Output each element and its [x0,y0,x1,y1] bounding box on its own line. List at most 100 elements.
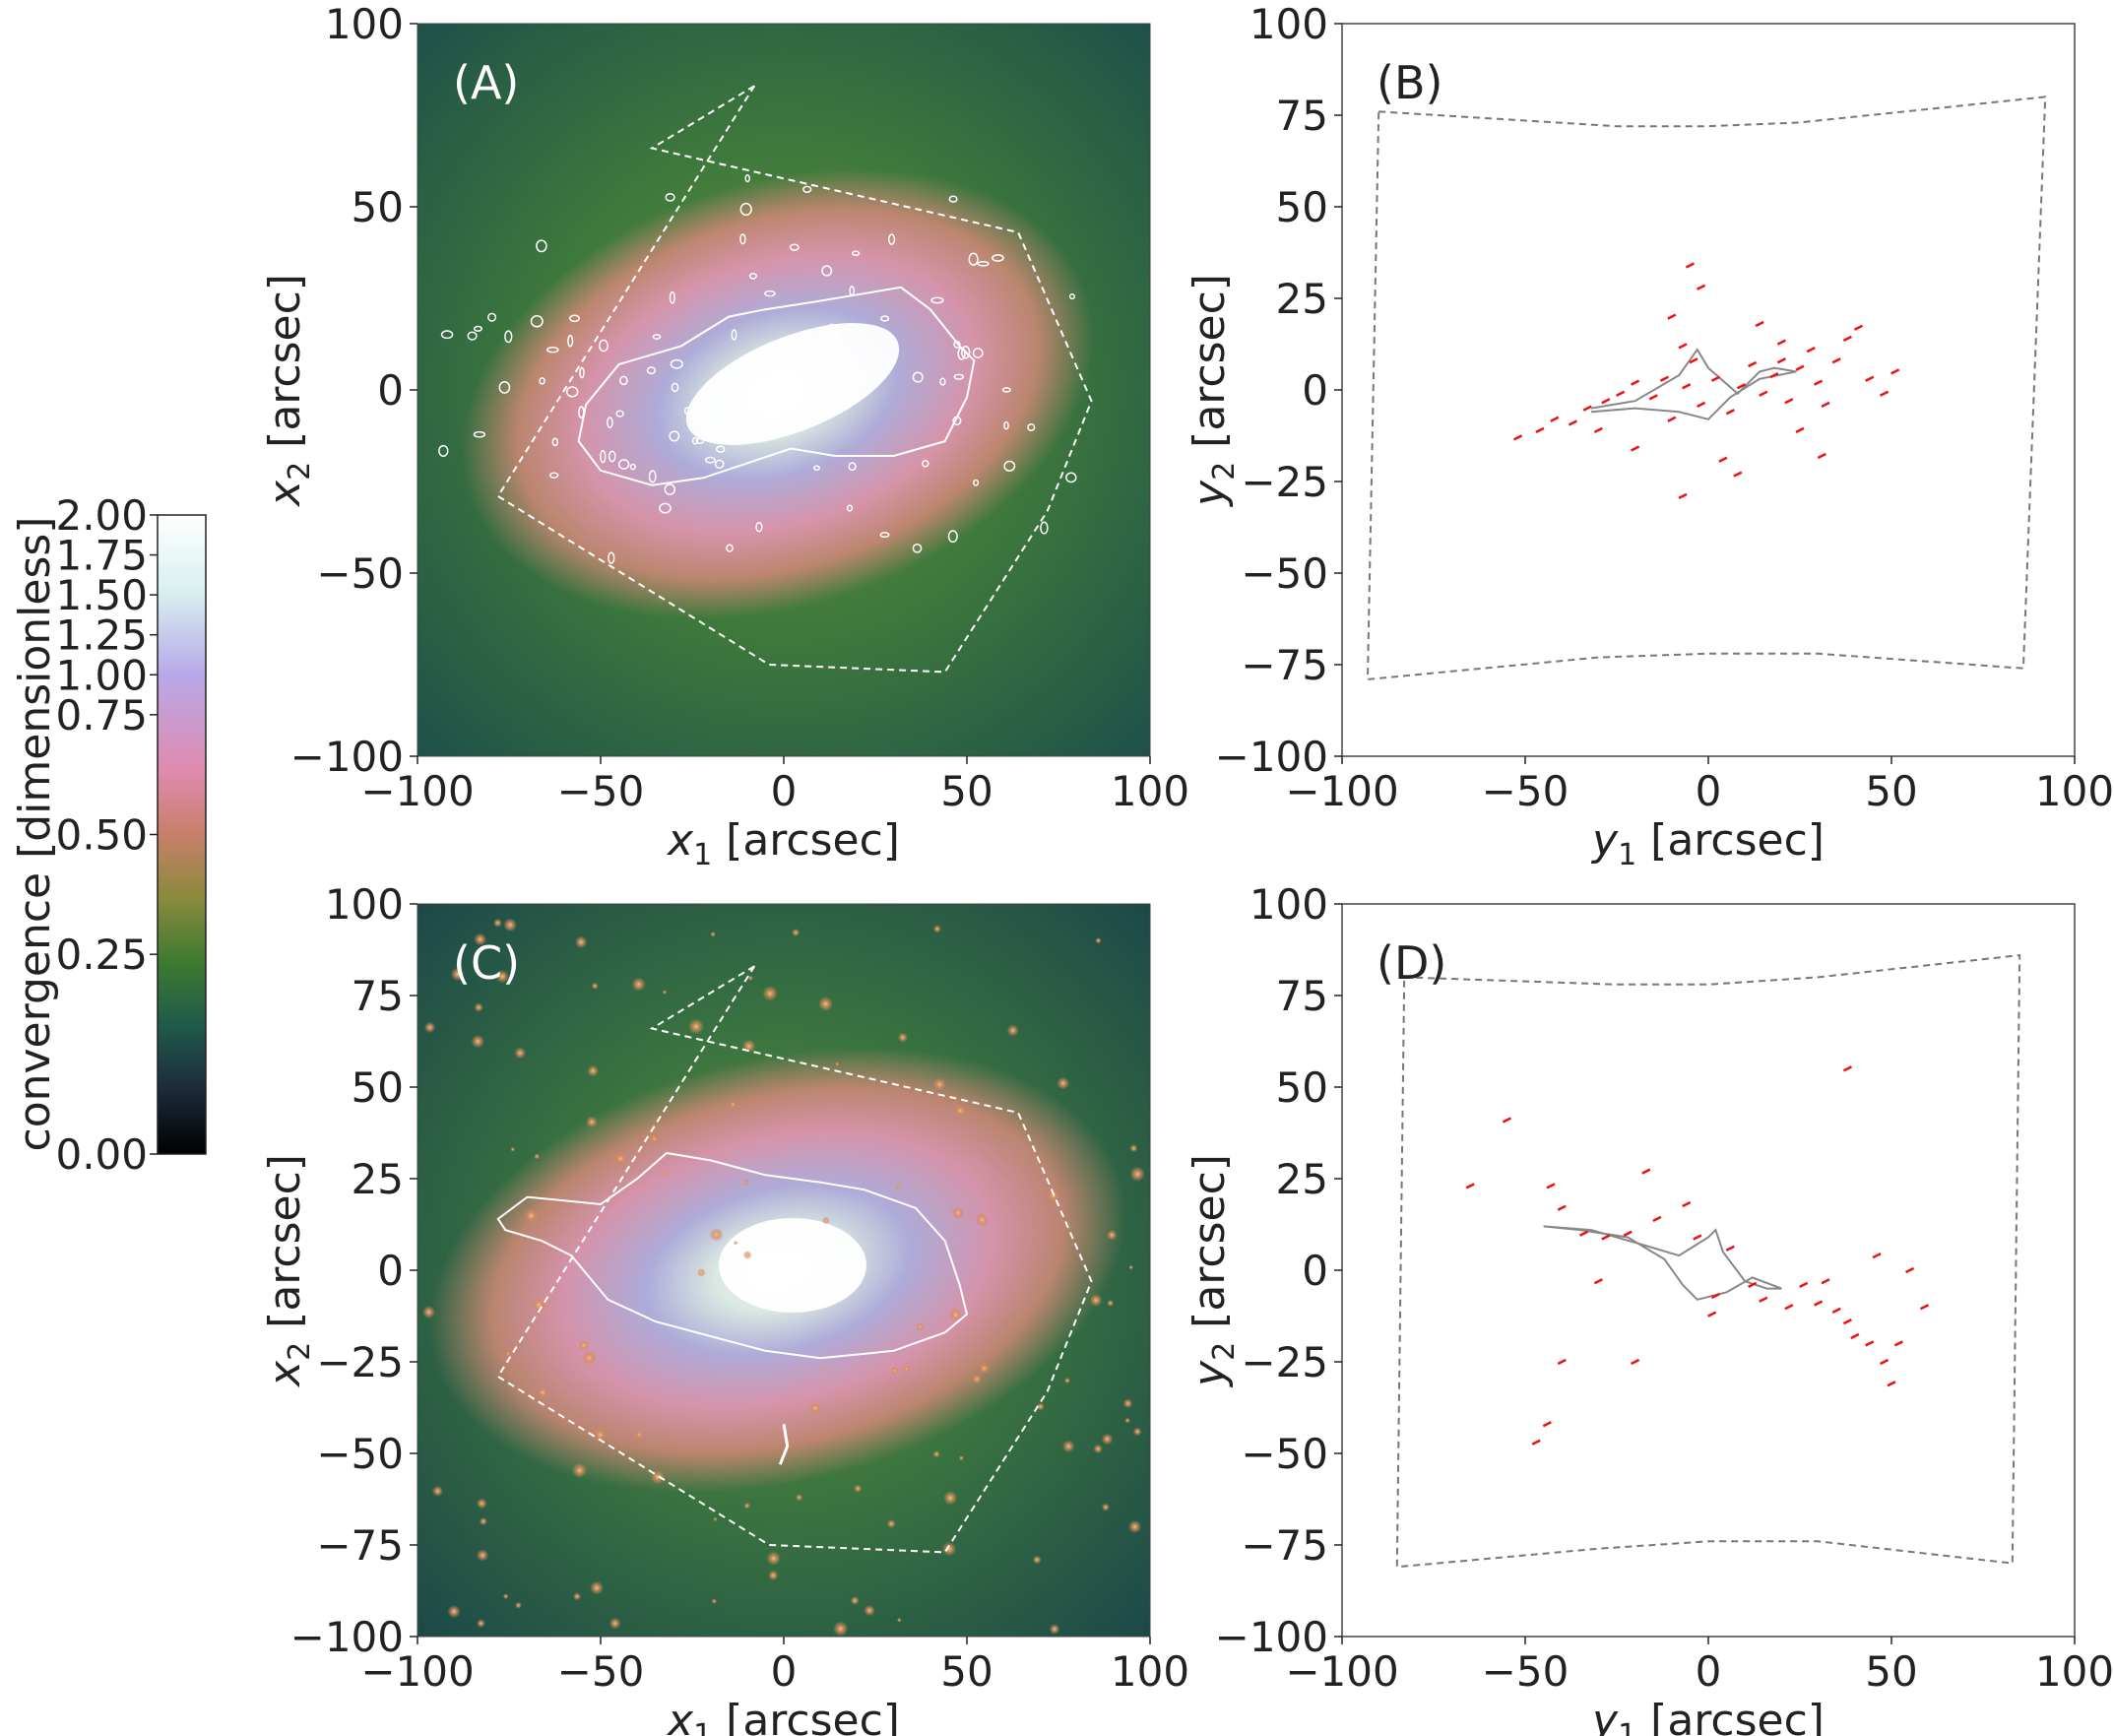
panel-a-subhalo-contour [473,430,486,438]
axes-ticks-and-labels: −100 −50 0 50 100 100 50 0 −50 −100 x1 [arcsec] x2 … [260,0,2114,1736]
panel-c-subhalo [1127,1519,1142,1534]
panel-c-subhalo [951,1206,965,1220]
panel-d-source-point [1641,1168,1651,1175]
panel-d-source-point [1652,1215,1662,1223]
panel-c-subhalo [515,1601,522,1609]
panel-c-subhalo [422,1306,435,1318]
panel-c-subhalo [915,1321,925,1331]
panel-a-xtick-label: −50 [557,767,645,815]
panel-c-subhalo [696,1268,706,1277]
panel-c-subhalo [1036,1402,1045,1411]
panel-c-subhalo [1006,1024,1019,1037]
colorbar-tick-label: 2.00 [55,491,148,540]
panel-b-source-point [1865,375,1875,382]
panel-d-sources [1465,1065,1930,1446]
panel-b-label: (B) [1377,56,1442,109]
panel-b-ytick-label: 25 [1276,275,1328,323]
panel-b-source-point [1601,398,1611,405]
panel-a-subhalo-contour [789,243,800,251]
panel-b-source-point [1593,426,1603,434]
panel-b-source-point [1890,368,1900,375]
panel-c-subhalo [1106,1230,1118,1241]
panel-a-subhalo-contour [922,460,929,468]
panel-c-xlabel: x1 [arcsec] [666,1696,900,1736]
panel-d-source-point [1842,1318,1852,1325]
panel-b-source-point [1795,426,1805,434]
panel-d-source-point [1784,1304,1794,1311]
panel-c-subhalo [523,1208,540,1224]
panel-d-source-plane: (D) [1341,903,2076,1638]
panel-c-subhalo [897,1032,909,1043]
panel-a-xtick-label: −100 [360,767,474,815]
panel-b-source-point [1535,426,1545,434]
panel-d-label: (D) [1377,936,1446,990]
panel-a-subhalo-contour [579,366,585,379]
panel-a-subhalo-contour [669,290,675,304]
panel-c-label: (C) [453,936,520,990]
panel-d-source-point [1893,1340,1903,1347]
panel-a-subhalo-contour [646,366,657,375]
panel-a-xtick-label: 100 [1111,767,1189,815]
panel-b-source-point [1550,416,1560,422]
panel-c-subhalo [590,1580,605,1595]
panel-a-subhalo-contour [695,437,705,444]
panel-d-ytick-label: 0 [1302,1247,1328,1295]
panel-d-source-point [1502,1117,1511,1124]
panel-c-ytick-label: 25 [352,1155,404,1203]
panel-b-ytick-label: 75 [1276,92,1328,140]
panel-d-source-point [1814,1300,1824,1307]
panel-c-subhalo [573,1592,582,1601]
panel-a-critical-curve [577,286,976,486]
panel-b-source-point [1842,335,1852,343]
panel-a-subhalo-contour [608,450,616,463]
panel-c-subhalo [743,1502,751,1510]
panel-c-subhalo [502,1593,509,1600]
panel-a-subhalo-contour [619,375,628,386]
panel-b-source-point [1755,320,1764,328]
panel-b-xtick-label: 0 [1696,767,1722,815]
panel-b-source-point [1682,383,1692,390]
panel-a-subhalo-contour [530,315,544,328]
panel-c-ytick-label: −75 [316,1521,404,1570]
panel-d-xtick-label: −100 [1285,1647,1398,1696]
panel-c-ytick-label: −100 [290,1613,404,1661]
panel-a-subhalo-contour [968,252,979,266]
panel-c-xtick-label: −100 [360,1647,474,1696]
panel-d-source-point [1872,1252,1882,1259]
panel-a-ytick-label: 50 [352,183,404,231]
panel-a-subhalo-contour [880,315,890,322]
panel-c-subhalo [609,1617,621,1630]
panel-b-source-point [1725,409,1735,416]
panel-b-ytick-label: −25 [1241,458,1328,506]
panel-a-subhalo-contour [992,254,1004,262]
panel-c-subhalo [932,1450,940,1458]
panel-c-subhalo [495,969,509,984]
panel-b-source-point [1582,405,1592,412]
panel-a-subhalo-contour [440,330,454,340]
panel-c-subhalo [479,1516,487,1526]
panel-c-subhalo [1032,1555,1042,1565]
panel-a-subhalo-contour [691,436,699,445]
panel-a-subhalo-contour [825,332,838,346]
panel-c-subhalo [932,925,942,933]
panel-c-subhalos [422,918,1145,1637]
panel-b-source-point [1806,346,1816,354]
panel-d-source-point [1631,1358,1640,1366]
panel-a-subhalo-contour [608,551,615,564]
panel-d-source-point [1578,1230,1589,1237]
panel-a-subhalo-contour [852,250,861,257]
panel-a-subhalo-contour [567,335,574,348]
panel-b-source-point [1769,371,1779,379]
panel-c-subhalo [503,918,518,932]
panel-d-xtick-label: 100 [2035,1647,2114,1696]
panel-c-subhalo [792,928,801,937]
panel-c-subhalo [742,1250,752,1260]
panel-a-data-boundary [496,85,1093,674]
panel-a-subhalo-contour [802,185,812,193]
panel-c-core [719,1218,866,1313]
panel-a-subhalo-contour [648,470,657,483]
colorbar-tick-label: 1.50 [55,571,148,619]
panel-a-subhalo-contour [977,260,990,267]
panel-c-subhalo [1101,1433,1114,1446]
panel-c-subhalo [850,1596,860,1605]
